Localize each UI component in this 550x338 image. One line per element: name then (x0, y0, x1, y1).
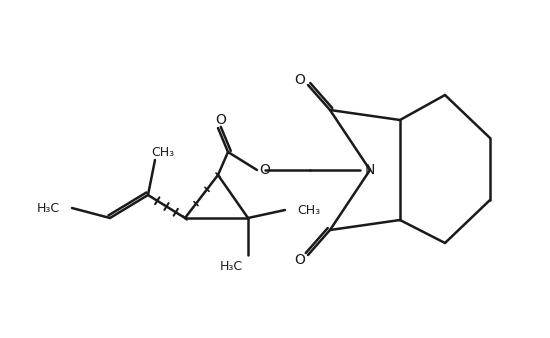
Text: H₃C: H₃C (220, 261, 243, 273)
Text: O: O (295, 253, 305, 267)
Text: CH₃: CH₃ (151, 145, 174, 159)
Text: O: O (260, 163, 271, 177)
Text: O: O (295, 73, 305, 87)
Text: O: O (216, 113, 227, 127)
Text: H₃C: H₃C (37, 201, 60, 215)
Text: N: N (365, 163, 375, 177)
Text: CH₃: CH₃ (297, 203, 320, 217)
